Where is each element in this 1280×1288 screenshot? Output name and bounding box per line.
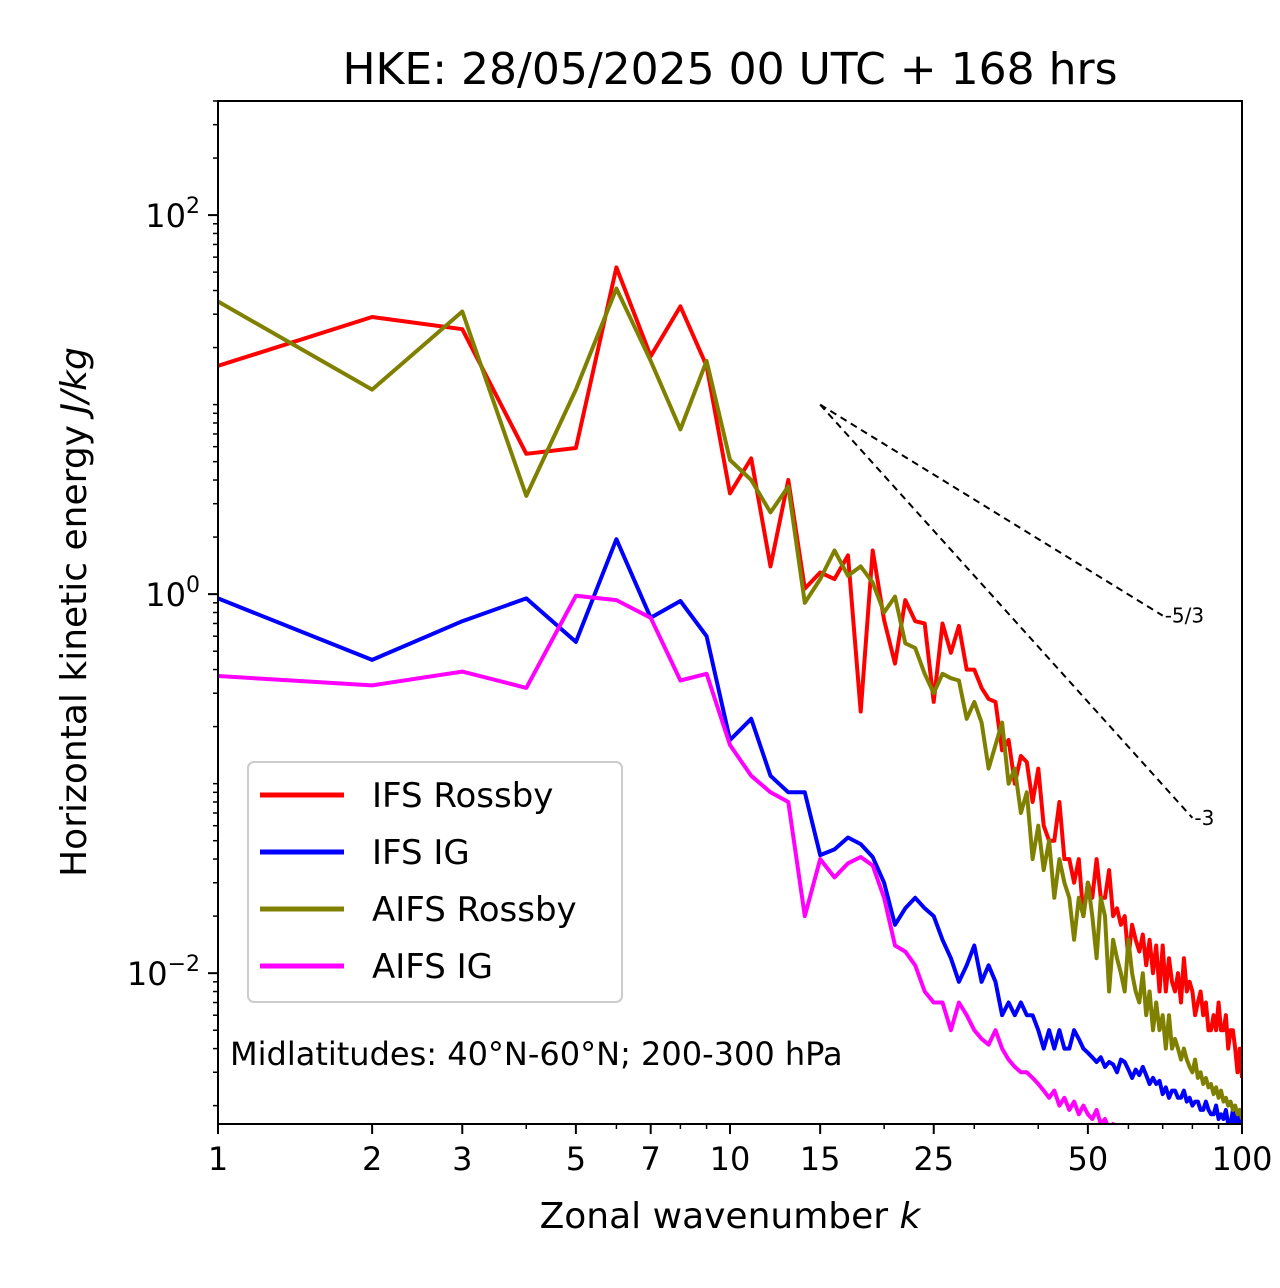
x-axis-label-variable: k: [900, 1196, 923, 1237]
x-axis-label: Zonal wavenumber k: [540, 1196, 923, 1237]
x-axis: 1 2 3 5 7 10 15 25 50 100: [208, 1124, 1273, 1178]
series-line-aifs-rossby: [218, 286, 1242, 1120]
slope-label-minus-3: -3: [1194, 806, 1214, 830]
x-tick-label: 2: [362, 1140, 382, 1178]
x-axis-label-text: Zonal wavenumber: [540, 1196, 889, 1237]
y-axis-label-unit: J/kg: [54, 347, 95, 419]
y-tick-base: 10: [145, 576, 186, 614]
legend: IFS Rossby IFS IG AIFS Rossby AIFS IG: [247, 761, 623, 1003]
x-tick-label: 7: [641, 1140, 661, 1178]
legend-box: [247, 761, 623, 1003]
y-tick-exponent: −2: [168, 952, 200, 977]
y-tick-base: 10: [127, 955, 168, 993]
slope-label-minus-5-3: -5/3: [1165, 604, 1204, 628]
y-tick-exponent: 2: [186, 194, 200, 219]
chart-title: HKE: 28/05/2025 00 UTC + 168 hrs: [342, 44, 1117, 95]
y-axis-label-text: Horizontal kinetic energy: [54, 425, 95, 877]
x-tick-label: 1: [208, 1140, 228, 1178]
y-tick-label: 10−2: [127, 952, 200, 993]
series-line-aifs-ig: [218, 593, 1116, 1124]
region-annotation: Midlatitudes: 40°N-60°N; 200-300 hPa: [230, 1035, 843, 1073]
x-tick-label: 5: [566, 1140, 586, 1178]
y-tick-base: 10: [145, 197, 186, 235]
x-tick-label: 10: [710, 1140, 751, 1178]
x-tick-label: 3: [452, 1140, 472, 1178]
y-axis-label: Horizontal kinetic energy J/kg: [54, 347, 95, 877]
legend-label-aifs-rossby: AIFS Rossby: [372, 890, 577, 930]
x-tick-label: 50: [1068, 1140, 1109, 1178]
legend-label-aifs-ig: AIFS IG: [372, 947, 493, 987]
y-tick-label: 100: [145, 573, 200, 614]
x-tick-label: 25: [913, 1140, 954, 1178]
plot-area: [218, 265, 1242, 1124]
x-tick-label: 100: [1211, 1140, 1272, 1178]
legend-label-ifs-rossby: IFS Rossby: [372, 776, 553, 816]
legend-label-ifs-ig: IFS IG: [372, 833, 470, 873]
plot-frame: [217, 100, 1243, 1125]
series-line-ifs-ig: [218, 537, 1242, 1124]
y-tick-label: 102: [145, 194, 200, 235]
y-tick-exponent: 0: [186, 573, 200, 598]
x-tick-label: 15: [800, 1140, 841, 1178]
slope-line-minus-3: [819, 403, 1194, 819]
